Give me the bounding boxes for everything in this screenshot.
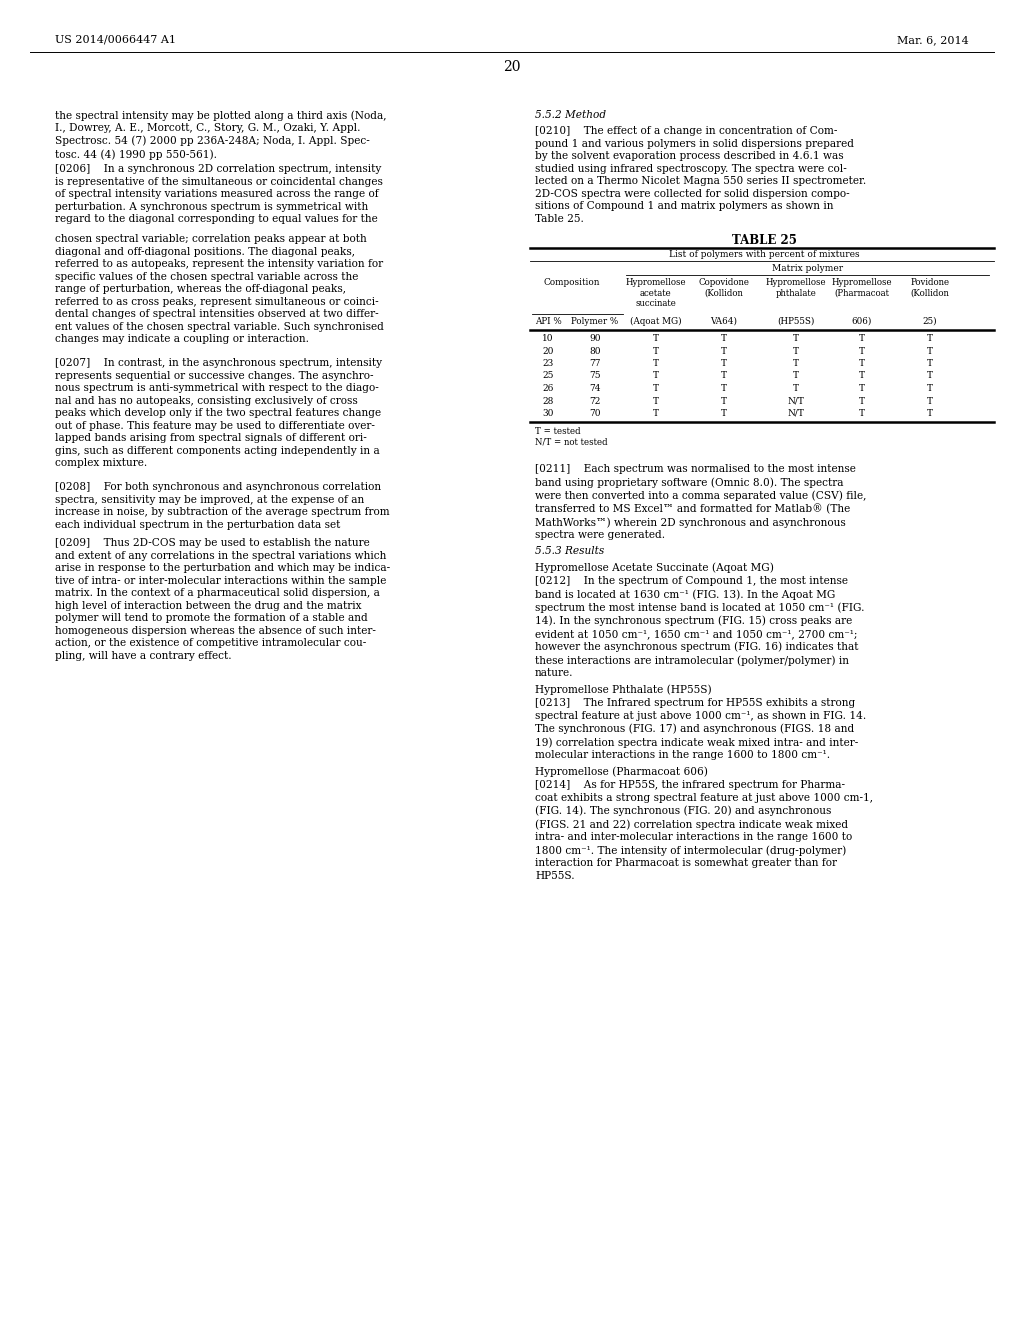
Text: (Aqoat MG): (Aqoat MG) (630, 317, 682, 326)
Text: T: T (927, 384, 933, 393)
Text: T: T (859, 371, 865, 380)
Text: T: T (653, 371, 659, 380)
Text: T: T (859, 334, 865, 343)
Text: 23: 23 (543, 359, 554, 368)
Text: [0207]    In contrast, in the asynchronous spectrum, intensity
represents sequen: [0207] In contrast, in the asynchronous … (55, 358, 382, 469)
Text: Composition: Composition (544, 279, 600, 286)
Text: 5.5.2 Method: 5.5.2 Method (535, 110, 606, 120)
Text: Copovidone
(Kollidon: Copovidone (Kollidon (698, 279, 750, 298)
Text: T: T (859, 409, 865, 418)
Text: 25: 25 (543, 371, 554, 380)
Text: 20: 20 (543, 346, 554, 355)
Text: 30: 30 (543, 409, 554, 418)
Text: T: T (721, 384, 727, 393)
Text: [0213]    The Infrared spectrum for HP55S exhibits a strong
spectral feature at : [0213] The Infrared spectrum for HP55S e… (535, 698, 866, 760)
Text: [0208]    For both synchronous and asynchronous correlation
spectra, sensitivity: [0208] For both synchronous and asynchro… (55, 482, 389, 529)
Text: T: T (859, 384, 865, 393)
Text: T: T (721, 409, 727, 418)
Text: 10: 10 (543, 334, 554, 343)
Text: T: T (653, 384, 659, 393)
Text: T: T (859, 346, 865, 355)
Text: Matrix polymer: Matrix polymer (772, 264, 843, 273)
Text: T: T (653, 346, 659, 355)
Text: T: T (793, 334, 799, 343)
Text: T: T (721, 359, 727, 368)
Text: Hypromellose Acetate Succinate (Aqoat MG): Hypromellose Acetate Succinate (Aqoat MG… (535, 562, 774, 573)
Text: T: T (859, 396, 865, 405)
Text: T: T (721, 334, 727, 343)
Text: 75: 75 (589, 371, 601, 380)
Text: Polymer %: Polymer % (571, 317, 618, 326)
Text: [0206]    In a synchronous 2D correlation spectrum, intensity
is representative : [0206] In a synchronous 2D correlation s… (55, 164, 383, 224)
Text: T: T (721, 396, 727, 405)
Text: the spectral intensity may be plotted along a third axis (Noda,
I., Dowrey, A. E: the spectral intensity may be plotted al… (55, 110, 386, 160)
Text: 25): 25) (923, 317, 937, 326)
Text: (HP55S): (HP55S) (777, 317, 815, 326)
Text: 606): 606) (852, 317, 872, 326)
Text: chosen spectral variable; correlation peaks appear at both
diagonal and off-diag: chosen spectral variable; correlation pe… (55, 234, 384, 345)
Text: [0209]    Thus 2D-COS may be used to establish the nature
and extent of any corr: [0209] Thus 2D-COS may be used to establ… (55, 539, 390, 661)
Text: Hypromellose
acetate
succinate: Hypromellose acetate succinate (626, 279, 686, 309)
Text: T = tested: T = tested (535, 426, 581, 436)
Text: TABLE 25: TABLE 25 (732, 234, 797, 247)
Text: T: T (793, 384, 799, 393)
Text: T: T (927, 409, 933, 418)
Text: 90: 90 (589, 334, 601, 343)
Text: US 2014/0066447 A1: US 2014/0066447 A1 (55, 36, 176, 45)
Text: 28: 28 (543, 396, 554, 405)
Text: Hypromellose
phthalate: Hypromellose phthalate (766, 279, 826, 298)
Text: [0210]    The effect of a change in concentration of Com-
pound 1 and various po: [0210] The effect of a change in concent… (535, 125, 866, 224)
Text: 5.5.3 Results: 5.5.3 Results (535, 546, 604, 557)
Text: 70: 70 (589, 409, 601, 418)
Text: [0211]    Each spectrum was normalised to the most intense
band using proprietar: [0211] Each spectrum was normalised to t… (535, 465, 866, 540)
Text: T: T (927, 359, 933, 368)
Text: 80: 80 (589, 346, 601, 355)
Text: T: T (653, 359, 659, 368)
Text: T: T (927, 396, 933, 405)
Text: [0212]    In the spectrum of Compound 1, the most intense
band is located at 163: [0212] In the spectrum of Compound 1, th… (535, 577, 864, 678)
Text: List of polymers with percent of mixtures: List of polymers with percent of mixture… (670, 249, 860, 259)
Text: T: T (859, 359, 865, 368)
Text: 20: 20 (503, 59, 521, 74)
Text: N/T: N/T (787, 409, 805, 418)
Text: Hypromellose (Pharmacoat 606): Hypromellose (Pharmacoat 606) (535, 767, 708, 777)
Text: T: T (927, 346, 933, 355)
Text: 77: 77 (589, 359, 601, 368)
Text: T: T (927, 334, 933, 343)
Text: VA64): VA64) (711, 317, 737, 326)
Text: 72: 72 (590, 396, 601, 405)
Text: Mar. 6, 2014: Mar. 6, 2014 (897, 36, 969, 45)
Text: [0214]    As for HP55S, the infrared spectrum for Pharma-
coat exhibits a strong: [0214] As for HP55S, the infrared spectr… (535, 780, 873, 880)
Text: 74: 74 (589, 384, 601, 393)
Text: Hypromellose Phthalate (HP55S): Hypromellose Phthalate (HP55S) (535, 685, 712, 696)
Text: T: T (653, 409, 659, 418)
Text: T: T (793, 371, 799, 380)
Text: T: T (653, 396, 659, 405)
Text: N/T = not tested: N/T = not tested (535, 437, 607, 446)
Text: T: T (927, 371, 933, 380)
Text: T: T (721, 346, 727, 355)
Text: N/T: N/T (787, 396, 805, 405)
Text: T: T (721, 371, 727, 380)
Text: T: T (793, 346, 799, 355)
Text: T: T (653, 334, 659, 343)
Text: T: T (793, 359, 799, 368)
Text: Hypromellose
(Pharmacoat: Hypromellose (Pharmacoat (831, 279, 892, 298)
Text: API %: API % (535, 317, 561, 326)
Text: 26: 26 (543, 384, 554, 393)
Text: Povidone
(Kollidon: Povidone (Kollidon (910, 279, 949, 298)
